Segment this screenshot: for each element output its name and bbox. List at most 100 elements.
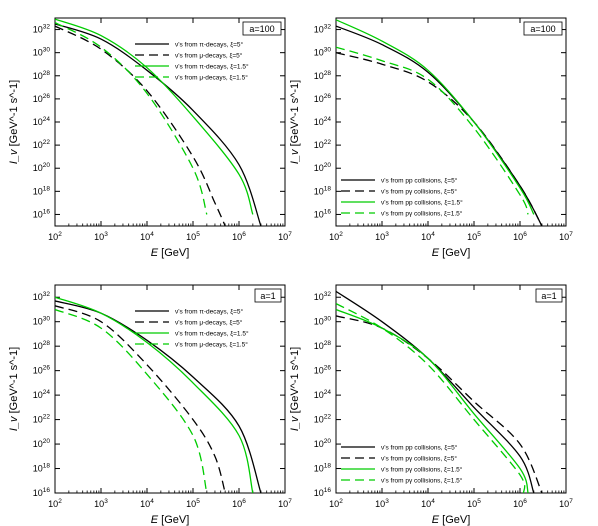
y-tick-label: 1024	[33, 116, 51, 127]
y-tick-label: 1028	[314, 340, 332, 351]
y-axis-label: I_v [GeV^-1 s^-1]	[289, 347, 301, 431]
y-tick-label: 1030	[33, 316, 51, 327]
legend-label: ν's from pγ collisions, ξ=5°	[381, 455, 457, 463]
y-axis-label: I_v [GeV^-1 s^-1]	[8, 347, 20, 431]
panel-2: 102 103 104 105 106 107 1016 1018 1020 1022 1024 10…	[289, 17, 573, 259]
panel-1: 102 103 104 105 106 107 1016 1018 1020 1022 1024 10…	[8, 17, 292, 259]
legend-label: ν's from pp collisions, ξ=5°	[381, 444, 458, 452]
plot-frame	[335, 284, 567, 494]
legend-label: ν's from μ-decays, ξ=1.5°	[175, 341, 248, 349]
series-line-3	[336, 19, 535, 215]
y-tick-label: 1032	[33, 291, 51, 302]
y-tick-label: 1016	[33, 208, 51, 219]
x-tick-label: 102	[48, 498, 62, 509]
y-tick-label: 1026	[314, 93, 332, 104]
legend-label: ν's from μ-decays, ξ=5°	[175, 319, 243, 327]
y-tick-label: 1032	[314, 24, 332, 35]
y-tick-label: 1022	[314, 139, 332, 150]
legend-label: ν's from μ-decays, ξ=1.5°	[175, 74, 248, 82]
y-axis-label: I_v [GeV^-1 s^-1]	[8, 80, 20, 164]
y-tick-label: 1022	[314, 414, 332, 425]
x-tick-label: 105	[186, 231, 200, 242]
y-tick-label: 1024	[314, 389, 332, 400]
legend-label: ν's from pp collisions, ξ=5°	[381, 177, 458, 185]
series-line-2	[336, 52, 543, 226]
y-tick-label: 1024	[33, 389, 51, 400]
panel-tag: a=1	[260, 291, 275, 301]
y-tick-label: 1020	[33, 162, 51, 173]
panel-tag: a=100	[249, 24, 274, 34]
x-tick-label: 107	[278, 231, 292, 242]
legend-label: ν's from π-decays, ξ=5°	[175, 308, 244, 316]
legend-label: ν's from μ-decays, ξ=5°	[175, 52, 243, 60]
y-tick-label: 1024	[314, 116, 332, 127]
x-tick-label: 104	[421, 498, 435, 509]
y-tick-label: 1016	[33, 487, 51, 498]
y-tick-label: 1026	[33, 93, 51, 104]
x-tick-label: 105	[467, 498, 481, 509]
y-tick-label: 1016	[314, 487, 332, 498]
y-tick-label: 1022	[33, 139, 51, 150]
panel-4: 102 103 104 105 106 107 1016 1018 1020 1022 1024 10…	[289, 284, 573, 526]
x-tick-label: 107	[278, 498, 292, 509]
x-axis-label: E [GeV]	[151, 514, 190, 526]
plot-frame	[54, 17, 286, 227]
legend-label: ν's from π-decays, ξ=5°	[175, 41, 244, 49]
panel-tag: a=1	[541, 291, 556, 301]
y-tick-label: 1032	[33, 24, 51, 35]
legend-label: ν's from pγ collisions, ξ=1.5°	[381, 210, 463, 218]
x-tick-label: 105	[186, 498, 200, 509]
x-tick-label: 103	[375, 498, 389, 509]
legend-label: ν's from pγ collisions, ξ=5°	[381, 188, 457, 196]
y-tick-label: 1026	[314, 365, 332, 376]
x-tick-label: 104	[140, 231, 154, 242]
y-tick-label: 1020	[314, 438, 332, 449]
y-tick-label: 1020	[314, 162, 332, 173]
y-tick-label: 1022	[33, 414, 51, 425]
y-tick-label: 1018	[33, 463, 51, 474]
y-tick-label: 1018	[33, 185, 51, 196]
panel-tag-box	[535, 288, 563, 303]
y-tick-label: 1016	[314, 208, 332, 219]
panel-tag: a=100	[530, 24, 555, 34]
y-tick-label: 1032	[314, 291, 332, 302]
panel-3: 102 103 104 105 106 107 1016 1018 1020 1022 1024 10…	[8, 284, 292, 526]
x-tick-label: 102	[329, 498, 343, 509]
y-tick-label: 1028	[314, 70, 332, 81]
legend-label: ν's from π-decays, ξ=1.5°	[175, 330, 249, 338]
x-tick-label: 103	[375, 231, 389, 242]
panel-tag-box	[242, 21, 282, 36]
series-line-3	[336, 308, 529, 493]
series-line-1	[55, 23, 262, 226]
series-line-4	[55, 308, 208, 493]
plot-frame	[54, 284, 286, 494]
y-axis-label: I_v [GeV^-1 s^-1]	[289, 80, 301, 164]
series-line-1	[336, 290, 535, 493]
x-tick-label: 104	[140, 498, 154, 509]
x-axis-label: E [GeV]	[151, 247, 190, 259]
x-tick-label: 103	[94, 231, 108, 242]
series-line-2	[55, 305, 226, 493]
y-tick-label: 1030	[314, 47, 332, 58]
series-line-4	[336, 46, 529, 215]
x-tick-label: 107	[559, 231, 573, 242]
legend-label: ν's from π-decays, ξ=1.5°	[175, 63, 249, 71]
x-tick-label: 106	[232, 498, 246, 509]
y-tick-label: 1020	[33, 438, 51, 449]
x-axis-label: E [GeV]	[432, 247, 471, 259]
x-tick-label: 103	[94, 498, 108, 509]
series-line-4	[55, 22, 208, 215]
y-tick-label: 1030	[33, 47, 51, 58]
legend-label: ν's from pγ collisions, ξ=1.5°	[381, 477, 463, 485]
x-tick-label: 102	[329, 231, 343, 242]
x-tick-label: 105	[467, 231, 481, 242]
x-tick-label: 106	[513, 498, 527, 509]
y-tick-label: 1028	[33, 340, 51, 351]
series-line-3	[55, 296, 254, 493]
y-tick-label: 1026	[33, 365, 51, 376]
y-tick-label: 1018	[314, 185, 332, 196]
x-tick-label: 107	[559, 498, 573, 509]
x-axis-label: E [GeV]	[432, 514, 471, 526]
panel-tag-box	[523, 21, 563, 36]
x-tick-label: 102	[48, 231, 62, 242]
